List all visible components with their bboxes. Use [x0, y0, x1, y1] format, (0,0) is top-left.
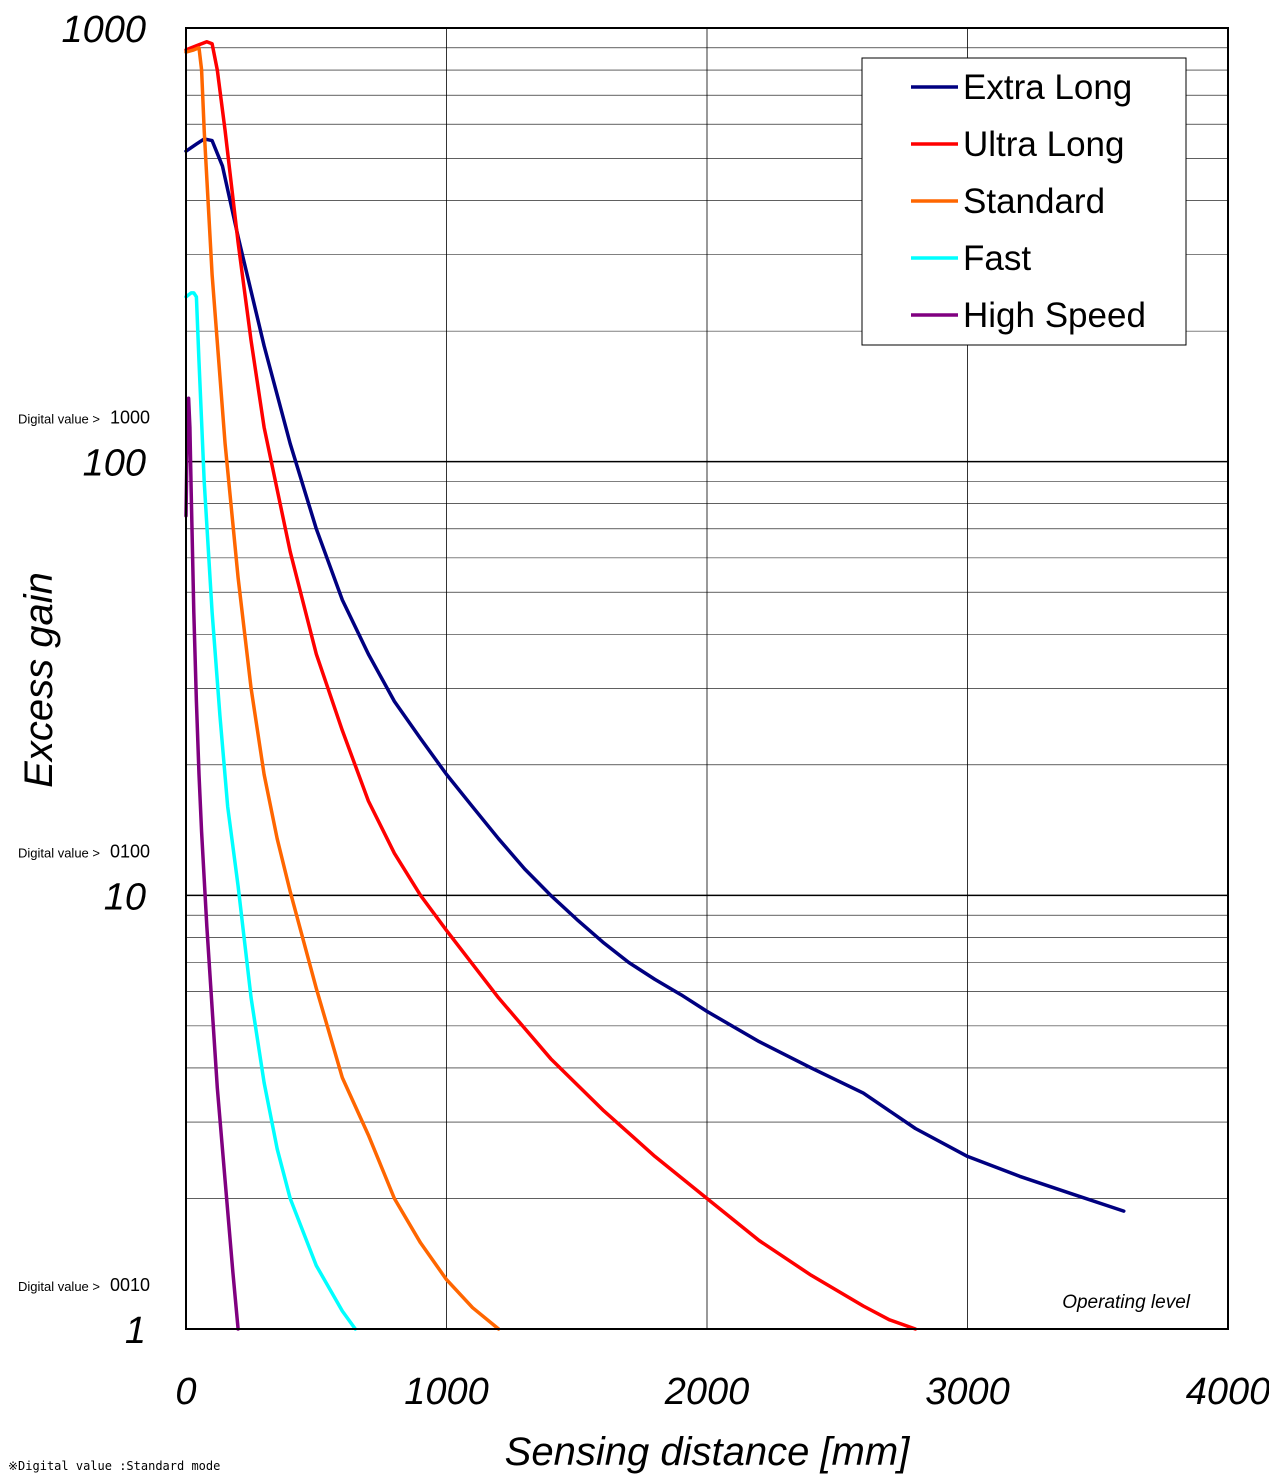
y-tick-label: 1: [125, 1310, 146, 1352]
legend-label: Ultra Long: [963, 125, 1124, 164]
digital-value-labels: Digital value > 0010 Digital value > 0100 Di…: [18, 408, 150, 1295]
legend: Extra Long Ultra Long Standard Fast High Spe…: [861, 57, 1187, 346]
plot-area-border: [185, 27, 1229, 1330]
series-line-extra-long: [184, 137, 1126, 1213]
x-tick-label: 1000: [404, 1371, 489, 1413]
series-line-high-speed: [184, 396, 240, 1331]
legend-label: Extra Long: [963, 68, 1132, 107]
digital-value-prefix: Digital value >: [18, 1279, 100, 1294]
legend-label: High Speed: [963, 296, 1146, 335]
digital-value-number: 0100: [110, 841, 150, 861]
legend-label: Fast: [963, 239, 1031, 278]
x-tick-label: 0: [175, 1371, 196, 1413]
series-lines: [184, 39, 1126, 1331]
legend-label: Standard: [963, 182, 1105, 221]
digital-value-prefix: Digital value >: [18, 845, 100, 860]
series-line-standard: [184, 46, 501, 1331]
digital-value-prefix: Digital value >: [18, 412, 100, 427]
y-tick-label: 100: [83, 443, 146, 485]
operating-level-label: Operating level: [1062, 1292, 1191, 1313]
series-line-fast: [184, 291, 358, 1331]
digital-value-number: 1000: [110, 408, 150, 428]
x-axis-title: Sensing distance [mm]: [505, 1430, 911, 1474]
x-tick-label: 2000: [664, 1371, 750, 1413]
x-tick-label: 3000: [925, 1371, 1010, 1413]
series-line-ultra-long: [184, 39, 918, 1331]
digital-value-number: 0010: [110, 1275, 150, 1295]
x-tick-label: 4000: [1186, 1371, 1269, 1413]
y-tick-label: 1000: [61, 9, 146, 51]
y-axis-title: Excess gain: [17, 572, 61, 788]
y-tick-label: 10: [104, 876, 146, 918]
footnote: ※Digital value :Standard mode: [8, 1459, 220, 1473]
